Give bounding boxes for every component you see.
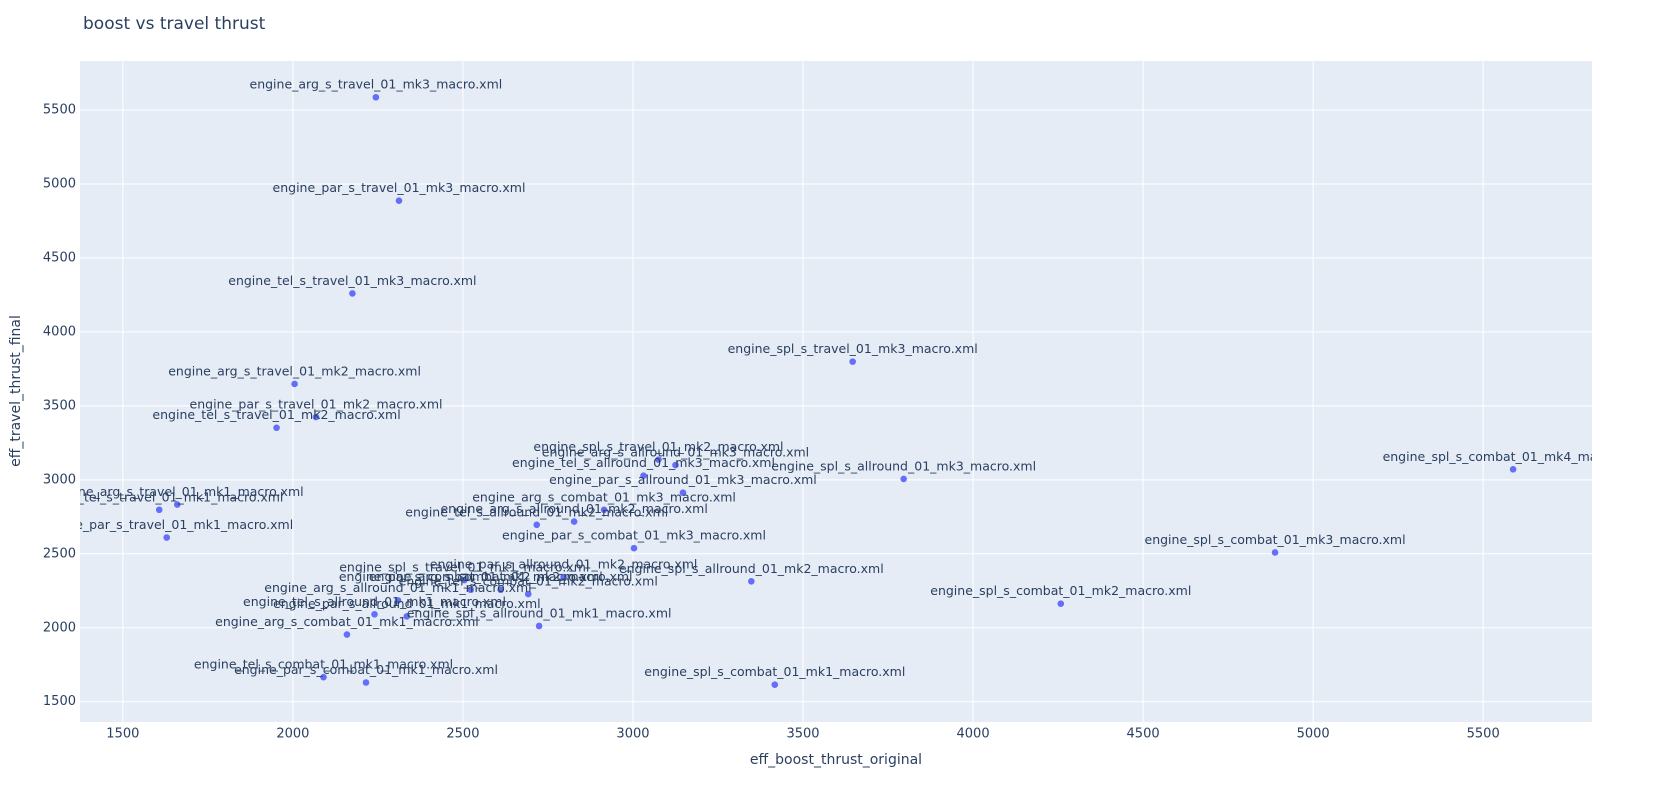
- point-label: engine_par_s_combat_01_mk1_macro.xml: [234, 662, 498, 677]
- point: [312, 413, 320, 421]
- point: [524, 590, 532, 598]
- x-tick-label: 3000: [616, 727, 649, 742]
- point: [395, 197, 403, 204]
- x-tick-label: 2000: [276, 727, 309, 742]
- point-label: engine_spl_s_combat_01_mk4_macro.xml: [1383, 449, 1644, 464]
- point: [343, 631, 351, 638]
- point-label: engine_arg_s_allround_01_mk2_macro.xml: [440, 501, 707, 516]
- point-label: engine_tel_s_travel_01_mk1_macro.xml: [35, 489, 283, 504]
- point: [362, 679, 370, 686]
- y-tick-label: 3000: [43, 472, 76, 487]
- x-tick-label: 3500: [786, 727, 819, 742]
- point: [533, 521, 541, 529]
- point: [560, 573, 567, 581]
- point: [372, 93, 380, 101]
- point: [349, 290, 356, 297]
- y-tick-label: 1500: [43, 694, 76, 709]
- point-label: engine_tel_s_allround_01_mk1_macro.xml: [243, 594, 506, 609]
- point-label: engine_par_s_travel_01_mk1_macro.xml: [40, 517, 293, 532]
- x-tick-label: 2500: [446, 727, 479, 742]
- point: [672, 461, 679, 469]
- point: [173, 501, 181, 508]
- point: [1057, 600, 1065, 607]
- point-label: engine_arg_s_combat_01_mk3_macro.xml: [472, 489, 736, 504]
- point-label: engine_arg_s_allround_01_mk3_macro.xml: [542, 445, 809, 460]
- point-label: engine_spl_s_allround_01_mk1_macro.xml: [407, 605, 672, 620]
- chart-title: boost vs travel thrust: [83, 14, 266, 34]
- point-label: engine_spl_s_travel_01_mk2_macro.xml: [533, 439, 783, 454]
- point: [394, 597, 402, 604]
- point: [535, 622, 543, 630]
- point: [403, 613, 411, 620]
- point: [900, 475, 907, 483]
- grid: [80, 61, 1592, 722]
- points: engine_arg_s_travel_01_mk3_macro.xmlengi…: [35, 77, 1644, 689]
- point-label: engine_spl_s_travel_01_mk3_macro.xml: [728, 341, 978, 356]
- point-label: engine_par_s_allround_01_mk3_macro.xml: [549, 472, 817, 487]
- point-label: engine_arg_s_combat_01_mk2_macro.xml: [369, 569, 633, 584]
- point: [497, 586, 504, 594]
- point-label: engine_arg_s_allround_01_mk1_macro.xml: [264, 580, 531, 595]
- point: [291, 380, 298, 388]
- point-label: engine_par_s_combat_01_mk2_macro.xml: [339, 569, 603, 584]
- point: [1509, 466, 1517, 473]
- y-tick-label: 5500: [43, 102, 76, 117]
- point-label: engine_par_s_travel_01_mk2_macro.xml: [190, 397, 443, 412]
- point-label: engine_spl_s_combat_01_mk2_macro.xml: [930, 583, 1191, 598]
- point-label: engine_arg_s_travel_01_mk1_macro.xml: [51, 484, 304, 499]
- point-label: engine_spl_s_combat_01_mk3_macro.xml: [1145, 532, 1406, 547]
- x-tick-label: 4000: [957, 727, 990, 742]
- point: [570, 518, 578, 525]
- x-axis-title: eff_boost_thrust_original: [750, 752, 922, 768]
- point-label: engine_arg_s_combat_01_mk1_macro.xml: [215, 614, 479, 629]
- point: [600, 506, 608, 514]
- y-tick-label: 4500: [43, 250, 76, 265]
- point: [163, 534, 171, 541]
- point-label: engine_spl_s_allround_01_mk3_macro.xml: [771, 458, 1036, 473]
- point-label: engine_spl_s_travel_01_mk1_macro.xml: [339, 560, 589, 575]
- point-label: engine_spl_s_allround_01_mk2_macro.xml: [619, 561, 884, 576]
- plot-area: [80, 61, 1592, 722]
- point-label: engine_spl_s_combat_01_mk1_macro.xml: [644, 664, 905, 679]
- y-tick-label: 2500: [43, 546, 76, 561]
- point-label: engine_par_s_combat_01_mk3_macro.xml: [502, 528, 766, 543]
- point: [460, 576, 468, 584]
- point-label: engine_tel_s_travel_01_mk3_macro.xml: [228, 273, 476, 288]
- y-tick-label: 5000: [43, 176, 76, 191]
- y-axis-title: eff_travel_thrust_final: [8, 315, 24, 467]
- point-label: engine_arg_s_travel_01_mk2_macro.xml: [168, 363, 421, 378]
- x-tick-label: 5000: [1297, 727, 1330, 742]
- point: [630, 544, 638, 552]
- point-label: engine_tel_s_allround_01_mk2_macro.xml: [405, 504, 668, 519]
- point: [320, 673, 327, 681]
- x-tick-label: 4500: [1127, 727, 1160, 742]
- point-label: engine_tel_s_combat_01_mk1_macro.xml: [194, 657, 453, 672]
- point-label: engine_tel_s_travel_01_mk2_macro.xml: [152, 407, 400, 422]
- point: [467, 586, 475, 594]
- y-tick-label: 3500: [43, 398, 76, 413]
- point-label: engine_par_s_allround_01_mk2_macro.xml: [430, 557, 698, 572]
- x-tick-label: 5500: [1467, 727, 1500, 742]
- point: [1271, 549, 1279, 556]
- point: [771, 681, 779, 689]
- point: [748, 578, 755, 585]
- point: [655, 456, 662, 464]
- y-tick-label: 4000: [43, 324, 76, 339]
- x-tick-label: 1500: [106, 727, 139, 742]
- point-label: engine_tel_s_combat_01_mk2_macro.xml: [399, 574, 658, 589]
- point-label: engine_tel_s_allround_01_mk3_macro.xml: [512, 455, 775, 470]
- point: [273, 424, 280, 432]
- point-label: engine_par_s_travel_01_mk3_macro.xml: [273, 180, 526, 195]
- y-tick-label: 2000: [43, 620, 76, 635]
- point: [155, 506, 163, 514]
- point-label: engine_par_s_allround_01_mk1_macro.xml: [273, 596, 541, 611]
- point: [371, 610, 378, 618]
- point-label: engine_arg_s_travel_01_mk3_macro.xml: [250, 77, 503, 92]
- point: [849, 358, 856, 365]
- point: [679, 489, 687, 496]
- point: [640, 472, 647, 479]
